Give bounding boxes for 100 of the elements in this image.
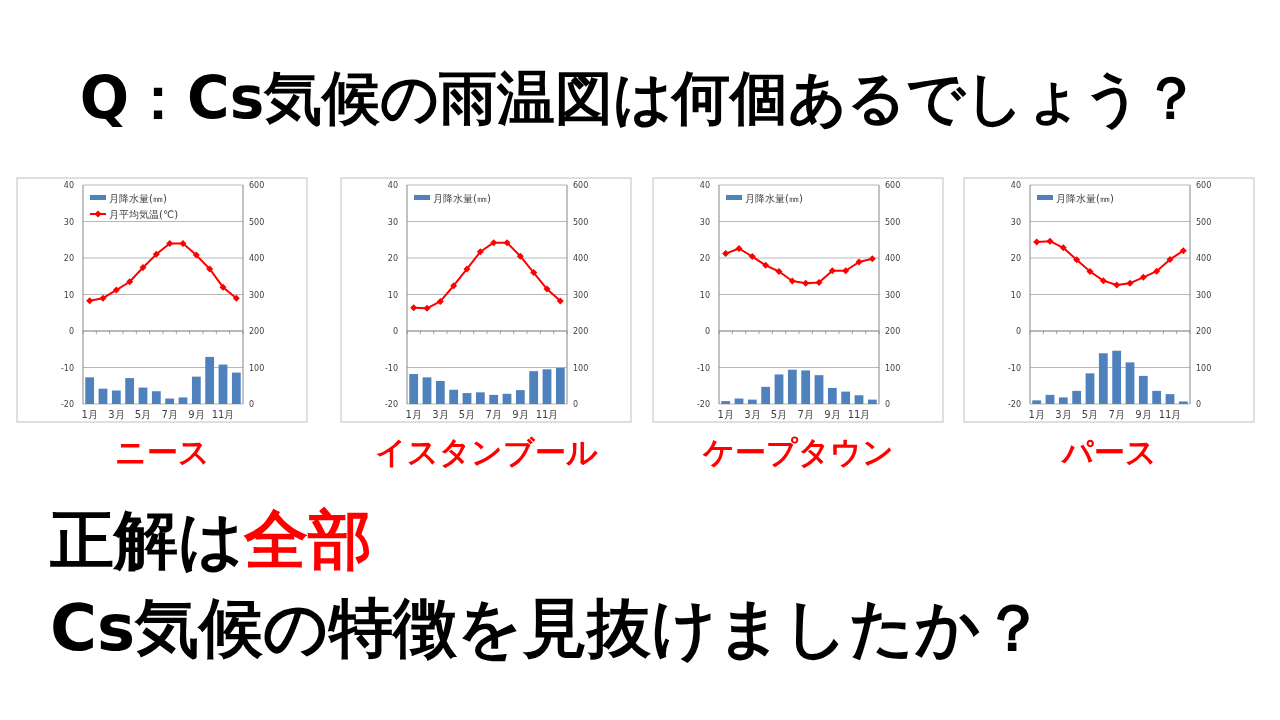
bar: [774, 374, 784, 404]
point: [828, 267, 836, 275]
bar: [111, 390, 121, 404]
y-tick-label: 0: [68, 327, 74, 336]
point: [1126, 279, 1134, 287]
x-tick-label: 5月: [134, 409, 152, 420]
x-tick-label: 5月: [770, 409, 788, 420]
legend-label: 月降水量(㎜): [1056, 193, 1114, 204]
text: 正解は: [49, 503, 244, 577]
y2-tick-label: 500: [573, 217, 589, 227]
x-tick-label: 9月: [824, 409, 841, 420]
point: [1046, 237, 1054, 245]
x-tick-label: 9月: [188, 409, 205, 420]
x-tick-label: 11月: [535, 409, 559, 420]
bar: [1058, 397, 1068, 404]
text: ニース: [114, 434, 210, 470]
point: [232, 294, 240, 302]
bar: [721, 401, 731, 404]
point: [1153, 267, 1161, 275]
point: [192, 251, 200, 259]
bar: [801, 370, 811, 404]
x-tick-label: 3月: [744, 409, 761, 420]
point: [99, 294, 107, 302]
y2-tick-label: 600: [573, 181, 589, 190]
point: [463, 265, 471, 273]
legend-label: 月降水量(㎜): [109, 193, 167, 204]
bar: [827, 387, 837, 404]
y2-tick-label: 600: [885, 181, 901, 190]
point: [423, 304, 431, 312]
x-tick-label: 7月: [1108, 409, 1125, 420]
bar: [475, 392, 485, 404]
point: [842, 267, 850, 275]
bar: [555, 367, 565, 404]
bar: [231, 372, 241, 404]
point: [1086, 268, 1094, 276]
y2-tick-label: 300: [1196, 290, 1212, 300]
text: Q：Cs気候の雨温図は何個あるでしょう？: [79, 64, 1201, 132]
bar: [1032, 400, 1042, 404]
point: [1139, 273, 1147, 281]
y-tick-label: -10: [60, 363, 74, 373]
x-tick-label: 1月: [1028, 409, 1045, 420]
y-tick-label: 10: [63, 290, 74, 300]
bar: [814, 375, 824, 404]
point: [530, 269, 538, 277]
point: [1099, 277, 1107, 285]
y-tick-label: -10: [384, 363, 398, 373]
x-tick-label: 11月: [1158, 409, 1182, 420]
y2-tick-label: 400: [885, 254, 901, 263]
y-tick-label: 30: [1010, 217, 1021, 227]
bar: [1098, 353, 1108, 404]
bar: [1085, 373, 1095, 404]
y2-tick-label: 400: [573, 254, 589, 263]
y-tick-label: 20: [699, 254, 710, 263]
point: [1113, 281, 1121, 289]
point: [139, 263, 147, 271]
text: Cs気候の特徴を見抜けましたか？: [50, 591, 1046, 665]
point: [1166, 255, 1174, 263]
bar: [409, 374, 419, 404]
point: [112, 286, 120, 294]
y2-tick-label: 300: [249, 290, 265, 300]
y2-tick-label: 0: [249, 400, 255, 409]
point: [788, 277, 796, 285]
point: [86, 297, 94, 305]
bar: [489, 394, 499, 404]
x-tick-label: 3月: [432, 409, 449, 420]
y2-tick-label: 100: [885, 363, 901, 373]
y-tick-label: 30: [699, 217, 710, 227]
bar: [218, 364, 228, 404]
point: [762, 261, 770, 269]
point: [516, 252, 524, 260]
bar: [1112, 350, 1122, 404]
point: [476, 248, 484, 256]
point: [802, 279, 810, 287]
x-tick-label: 9月: [1135, 409, 1152, 420]
y2-tick-label: 200: [1196, 327, 1212, 336]
bar: [435, 381, 445, 404]
y2-tick-label: 200: [573, 327, 589, 336]
bar: [85, 377, 95, 404]
y2-tick-label: 500: [249, 217, 265, 227]
bar: [867, 399, 877, 404]
y-tick-label: -10: [1007, 363, 1021, 373]
y2-tick-label: 0: [573, 400, 579, 409]
x-tick-label: 1月: [81, 409, 98, 420]
point: [855, 258, 863, 266]
bar: [1125, 362, 1135, 404]
point: [1059, 244, 1067, 252]
x-tick-label: 9月: [512, 409, 529, 420]
y-tick-label: -20: [696, 400, 710, 409]
bar: [205, 356, 215, 404]
y2-tick-label: 600: [1196, 181, 1212, 190]
y2-tick-label: 200: [885, 327, 901, 336]
bar: [515, 390, 525, 404]
point: [735, 245, 743, 253]
x-tick-label: 5月: [1081, 409, 1099, 420]
y-tick-label: -10: [696, 363, 710, 373]
y-tick-label: 0: [392, 327, 398, 336]
text: 全部: [243, 503, 372, 577]
point: [543, 285, 551, 293]
y-tick-label: 40: [63, 181, 74, 190]
y2-tick-label: 0: [885, 400, 891, 409]
